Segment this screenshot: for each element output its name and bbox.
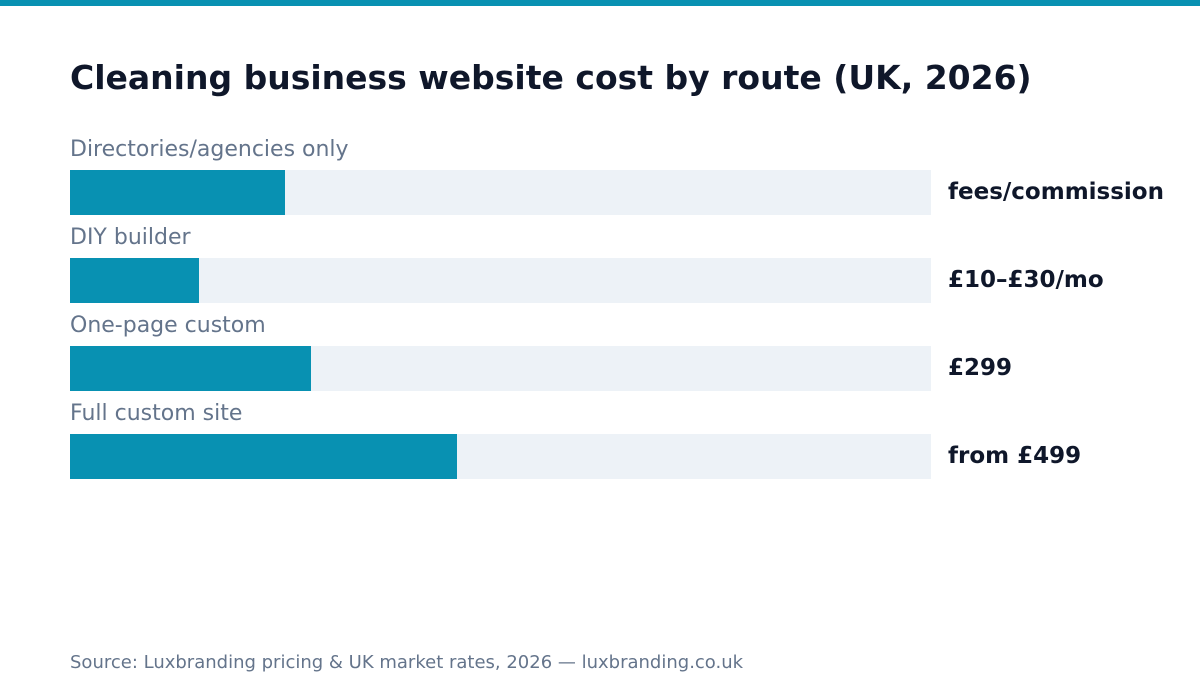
bar-track (70, 434, 931, 479)
bar-row: Full custom site from £499 (0, 399, 1200, 487)
chart-title: Cleaning business website cost by route … (70, 58, 1032, 97)
bar-category-label: DIY builder (70, 225, 191, 250)
bar-category-label: Directories/agencies only (70, 137, 349, 162)
bar (70, 170, 285, 215)
bar-row: Directories/agencies only fees/commission (0, 135, 1200, 223)
bar (70, 346, 311, 391)
bar-row: One-page custom £299 (0, 311, 1200, 399)
bar-row: DIY builder £10–£30/mo (0, 223, 1200, 311)
bar-value-label: £10–£30/mo (948, 267, 1104, 293)
bar-track (70, 170, 931, 215)
source-note: Source: Luxbranding pricing & UK market … (70, 652, 744, 673)
bar-category-label: One-page custom (70, 313, 266, 338)
bar-value-label: from £499 (948, 443, 1082, 469)
bar-track (70, 258, 931, 303)
bar-category-label: Full custom site (70, 401, 243, 426)
bar (70, 434, 457, 479)
bar-track (70, 346, 931, 391)
bar-value-label: £299 (948, 355, 1013, 381)
top-accent-bar (0, 0, 1200, 6)
bar (70, 258, 199, 303)
bar-value-label: fees/commission (948, 179, 1164, 205)
